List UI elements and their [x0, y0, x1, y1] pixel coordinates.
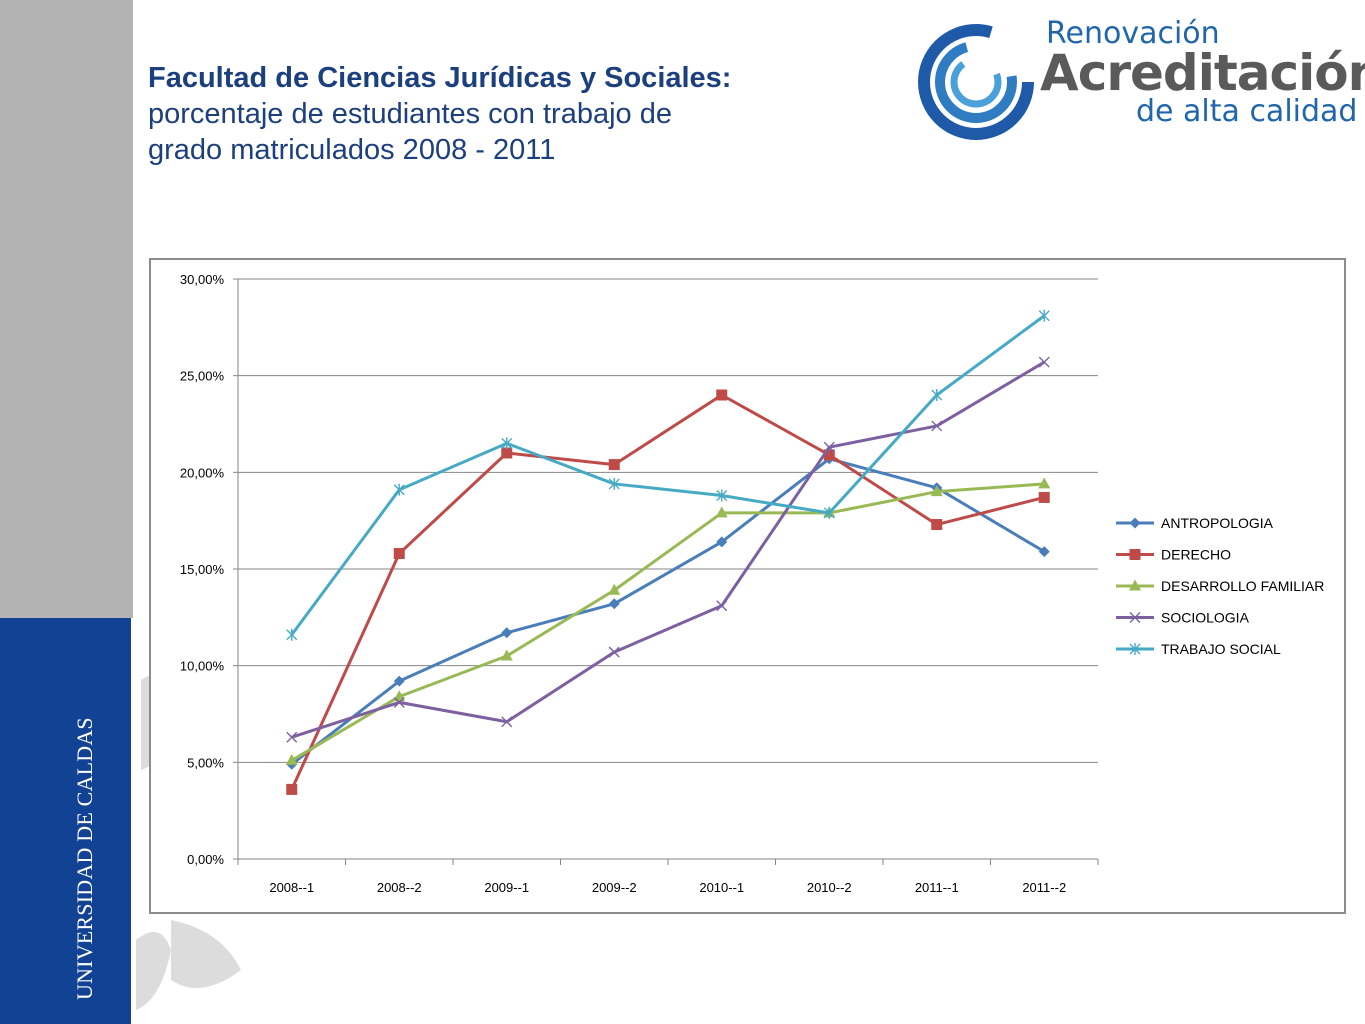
x-tick-label: 2008--2 [377, 880, 422, 895]
data-point [608, 598, 620, 610]
legend-marker [1129, 579, 1141, 591]
chart-gridlines [238, 278, 1098, 860]
title-line-2: porcentaje de estudiantes con trabajo de [148, 98, 672, 130]
y-tick-label: 0,00% [187, 852, 224, 867]
sidebar-blue-panel [0, 618, 131, 1024]
series-sociologia [286, 356, 1050, 743]
legend-label: ANTROPOLOGIA [1161, 515, 1274, 531]
logo-text-renovacion: Renovación [1046, 16, 1220, 51]
legend-marker [1129, 517, 1141, 529]
legend-item: ANTROPOLOGIA [1116, 515, 1274, 531]
data-point [608, 583, 621, 595]
legend-marker [1129, 612, 1141, 623]
legend-marker [1129, 643, 1141, 655]
sidebar-gray-panel [0, 0, 133, 618]
data-point [930, 485, 943, 497]
series-line [290, 314, 1046, 636]
data-point [286, 731, 298, 743]
data-point [501, 437, 513, 450]
data-point [500, 649, 513, 661]
university-name-vertical: UNIVERSIDAD DE CALDAS [72, 717, 97, 1000]
x-tick-label: 2010--2 [807, 880, 852, 895]
data-point [716, 389, 728, 401]
data-point [608, 477, 620, 490]
data-point [286, 783, 298, 795]
data-point [393, 696, 405, 708]
logo-swirl-icon [918, 24, 1034, 140]
data-point [1038, 546, 1050, 558]
y-tick-label: 30,00% [180, 272, 225, 287]
x-tick-label: 2009--2 [592, 880, 637, 895]
data-point [393, 483, 405, 496]
legend-label: SOCIOLOGIA [1161, 610, 1250, 626]
data-point [1038, 309, 1050, 322]
data-point [823, 506, 835, 519]
y-tick-label: 25,00% [180, 369, 225, 384]
title-line-1: Facultad de Ciencias Jurídicas y Sociale… [148, 62, 732, 94]
x-tick-label: 2011--1 [915, 880, 959, 895]
data-point [1038, 356, 1050, 368]
line-chart: 0,00% 5,00% 10,00% 15,00% 20,00% 25,00% 30,00%… [180, 272, 1324, 895]
legend-label: DESARROLLO FAMILIAR [1161, 578, 1324, 594]
data-point [823, 441, 835, 453]
data-point [608, 646, 620, 658]
data-point [931, 420, 943, 432]
legend-marker [1129, 549, 1141, 560]
data-point [716, 536, 728, 548]
data-point [285, 753, 298, 765]
x-tick-label: 2008--1 [269, 880, 314, 895]
legend-label: TRABAJO SOCIAL [1161, 641, 1281, 657]
data-point [715, 506, 728, 518]
legend-item: DESARROLLO FAMILIAR [1116, 578, 1324, 594]
legend-label: DERECHO [1161, 547, 1231, 563]
y-tick-label: 20,00% [180, 465, 225, 480]
chart-axes: 0,00% 5,00% 10,00% 15,00% 20,00% 25,00% 30,00%… [180, 272, 1099, 895]
data-point [1038, 491, 1050, 503]
series-trabajo-social [286, 309, 1050, 641]
slide-title: Facultad de Ciencias Jurídicas y Sociale… [148, 60, 918, 168]
data-point [393, 548, 405, 560]
series-antropologia [286, 453, 1050, 770]
legend-item: DERECHO [1116, 547, 1231, 563]
chart-series [285, 309, 1051, 795]
series-line [290, 393, 1045, 791]
data-point [501, 447, 513, 459]
data-point [501, 627, 513, 639]
data-point [716, 600, 728, 612]
data-point [393, 690, 406, 702]
accreditation-logo [918, 24, 1034, 140]
legend-item: SOCIOLOGIA [1116, 610, 1250, 626]
y-tick-label: 10,00% [180, 659, 225, 674]
logo-text-calidad: de alta calidad [1136, 94, 1358, 129]
data-point [1038, 477, 1051, 489]
data-point [823, 449, 835, 461]
data-point [501, 716, 513, 728]
series-derecho [286, 389, 1050, 795]
data-point [393, 675, 405, 687]
series-line [291, 360, 1046, 739]
y-tick-label: 15,00% [180, 562, 225, 577]
legend-item: TRABAJO SOCIAL [1116, 641, 1281, 657]
data-point [716, 489, 728, 502]
x-tick-label: 2010--1 [699, 880, 744, 895]
series-line [290, 482, 1045, 762]
data-point [931, 389, 943, 401]
title-line-3: grado matriculados 2008 - 2011 [148, 134, 556, 166]
series-line [290, 457, 1046, 766]
data-point [931, 519, 943, 531]
data-point [286, 628, 298, 641]
y-tick-label: 5,00% [187, 755, 224, 770]
logo-text-acreditacion: Acreditación [1040, 44, 1365, 102]
x-tick-label: 2011--2 [1022, 880, 1066, 895]
data-point [608, 459, 620, 471]
x-tick-label: 2009--1 [484, 880, 529, 895]
chart-legend: ANTROPOLOGIA DERECHO DESARROLLO FAMILIAR SO… [1116, 515, 1324, 657]
